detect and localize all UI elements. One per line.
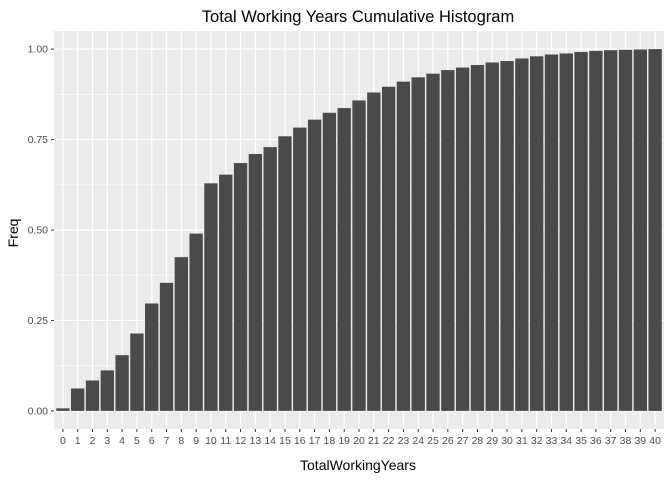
bar-13 bbox=[248, 154, 263, 411]
x-tick-label: 0 bbox=[60, 435, 66, 447]
x-tick-label: 18 bbox=[324, 435, 336, 447]
bar-32 bbox=[530, 56, 544, 411]
x-tick-label: 8 bbox=[178, 435, 184, 447]
x-tick-label: 1 bbox=[75, 435, 81, 447]
bar-30 bbox=[500, 61, 514, 411]
bars bbox=[56, 49, 662, 411]
bar-38 bbox=[618, 49, 633, 411]
x-tick-label: 19 bbox=[338, 435, 350, 447]
bar-4 bbox=[115, 355, 129, 411]
x-tick-label: 25 bbox=[427, 435, 439, 447]
bar-28 bbox=[470, 65, 485, 411]
x-tick-label: 21 bbox=[368, 435, 380, 447]
y-axis: 0.00 0.25 0.50 0.75 1.00 bbox=[28, 44, 54, 417]
bar-1 bbox=[71, 388, 85, 411]
x-tick-label: 33 bbox=[546, 435, 558, 447]
x-tick-label: 40 bbox=[649, 435, 661, 447]
y-tick-label: 0.75 bbox=[28, 134, 49, 146]
x-tick-label: 4 bbox=[119, 435, 125, 447]
bar-25 bbox=[426, 73, 440, 411]
bar-19 bbox=[337, 108, 351, 411]
bar-26 bbox=[441, 70, 455, 411]
bar-10 bbox=[204, 183, 218, 411]
x-tick-label: 35 bbox=[575, 435, 587, 447]
bar-29 bbox=[485, 62, 499, 411]
x-tick-label: 5 bbox=[134, 435, 140, 447]
bar-20 bbox=[352, 100, 366, 411]
y-tick-label: 1.00 bbox=[28, 44, 49, 56]
bar-5 bbox=[130, 333, 144, 411]
x-tick-label: 15 bbox=[279, 435, 291, 447]
bar-2 bbox=[85, 380, 100, 411]
x-tick-label: 22 bbox=[383, 435, 395, 447]
x-tick-label: 24 bbox=[412, 435, 424, 447]
y-tick-label: 0.50 bbox=[28, 225, 49, 237]
bar-8 bbox=[174, 257, 188, 411]
x-tick-label: 10 bbox=[205, 435, 217, 447]
x-tick-label: 14 bbox=[264, 435, 276, 447]
chart-title: Total Working Years Cumulative Histogram bbox=[202, 8, 514, 26]
bar-14 bbox=[263, 147, 277, 411]
bar-36 bbox=[589, 50, 603, 411]
y-tick-label: 0.25 bbox=[28, 315, 49, 327]
bar-16 bbox=[293, 127, 307, 411]
bar-0 bbox=[56, 408, 70, 411]
bar-23 bbox=[396, 81, 411, 411]
x-tick-label: 7 bbox=[164, 435, 170, 447]
x-tick-label: 2 bbox=[90, 435, 96, 447]
x-tick-label: 16 bbox=[294, 435, 306, 447]
bar-12 bbox=[233, 163, 248, 411]
x-tick-label: 23 bbox=[398, 435, 410, 447]
x-tick-label: 3 bbox=[104, 435, 110, 447]
bar-17 bbox=[307, 119, 322, 411]
x-tick-label: 17 bbox=[309, 435, 321, 447]
bar-3 bbox=[100, 370, 114, 411]
bar-39 bbox=[633, 49, 647, 411]
x-tick-label: 31 bbox=[516, 435, 528, 447]
x-tick-label: 20 bbox=[353, 435, 365, 447]
bar-33 bbox=[544, 54, 559, 411]
bar-27 bbox=[455, 67, 470, 411]
bar-21 bbox=[367, 92, 381, 411]
x-tick-label: 37 bbox=[605, 435, 617, 447]
y-tick-label: 0.00 bbox=[28, 405, 49, 417]
x-tick-label: 34 bbox=[560, 435, 572, 447]
bar-9 bbox=[189, 233, 203, 411]
x-tick-label: 29 bbox=[486, 435, 498, 447]
bar-11 bbox=[219, 174, 233, 411]
bar-6 bbox=[145, 303, 159, 411]
bar-24 bbox=[411, 77, 425, 411]
x-axis: 0 1 2 3 4 5 6 7 8 9 10 11 12 13 14 15 16 17 18 19 20 21 22 23 24… bbox=[60, 429, 661, 447]
x-tick-label: 6 bbox=[149, 435, 155, 447]
y-axis-title: Freq bbox=[5, 219, 21, 248]
x-tick-label: 27 bbox=[457, 435, 469, 447]
x-tick-label: 11 bbox=[220, 435, 231, 447]
x-tick-label: 12 bbox=[235, 435, 247, 447]
x-tick-label: 26 bbox=[442, 435, 454, 447]
bar-22 bbox=[381, 86, 396, 411]
bar-18 bbox=[322, 112, 337, 411]
x-tick-label: 38 bbox=[620, 435, 632, 447]
x-tick-label: 36 bbox=[590, 435, 602, 447]
x-tick-label: 13 bbox=[250, 435, 262, 447]
bar-31 bbox=[515, 58, 529, 411]
x-tick-label: 39 bbox=[634, 435, 646, 447]
bar-35 bbox=[574, 51, 588, 411]
x-tick-label: 9 bbox=[193, 435, 199, 447]
bar-37 bbox=[604, 50, 618, 411]
bar-34 bbox=[559, 53, 573, 411]
x-axis-title: TotalWorkingYears bbox=[300, 457, 416, 473]
x-tick-label: 32 bbox=[531, 435, 543, 447]
bar-40 bbox=[648, 49, 662, 411]
bar-7 bbox=[159, 282, 174, 411]
bar-15 bbox=[278, 136, 292, 411]
x-tick-label: 30 bbox=[501, 435, 513, 447]
x-tick-label: 28 bbox=[472, 435, 484, 447]
